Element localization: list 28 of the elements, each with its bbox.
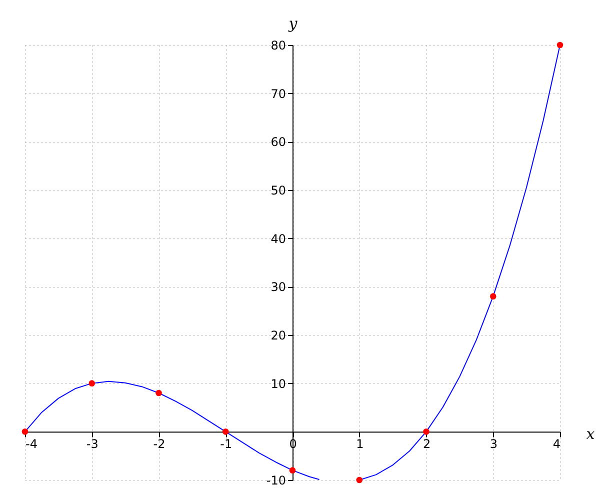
y-tick-label: 30 [270, 280, 286, 294]
x-tick-label: 3 [490, 437, 498, 452]
y-tick-label: 60 [270, 135, 286, 150]
y-tick-label: -10 [266, 474, 286, 488]
y-tick-label: 50 [270, 184, 286, 198]
x-tick-label: 1 [356, 437, 364, 452]
x-tick-label: 2 [422, 437, 431, 452]
point [22, 428, 28, 435]
y-tick-label: 20 [270, 328, 286, 342]
y-tick-label: 10 [270, 376, 286, 391]
x-axis-title: x [586, 425, 596, 444]
x-tick-label: -3 [86, 437, 98, 452]
y-tick-label: 40 [270, 232, 286, 246]
point [222, 428, 229, 435]
x-tick-label: -2 [153, 437, 166, 452]
x-tick-label: -4 [26, 437, 38, 452]
x-tick-label: 4 [552, 437, 560, 452]
y-tick-label: 70 [270, 86, 286, 101]
point [556, 42, 564, 48]
point [88, 380, 96, 386]
y-tick-label: 80 [270, 38, 286, 52]
x-tick-label: -1 [220, 437, 232, 452]
point [289, 467, 296, 474]
point [490, 293, 496, 300]
point [156, 390, 162, 396]
point [356, 476, 363, 484]
point [423, 428, 430, 435]
y-axis-title: y [288, 14, 298, 32]
